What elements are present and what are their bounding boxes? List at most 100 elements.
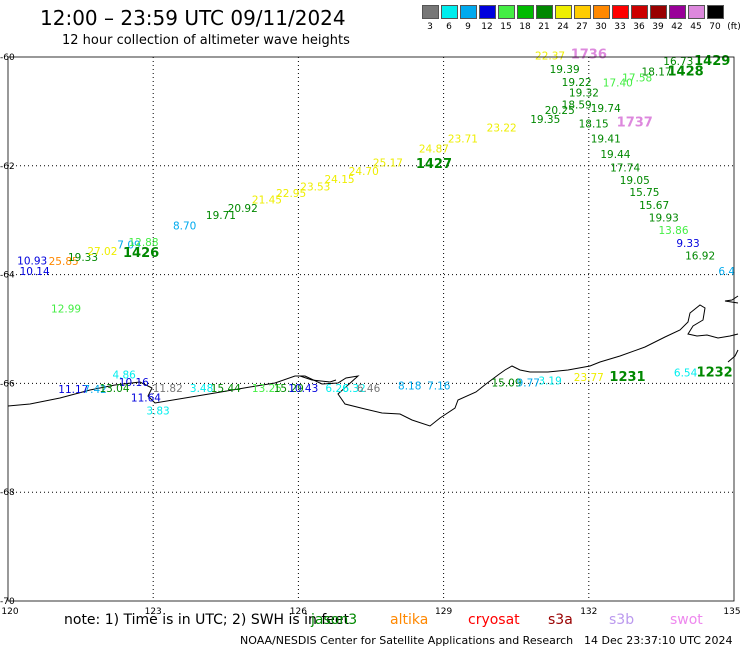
wave-height-value: 10.14 xyxy=(20,266,50,278)
pass-time-label: 1737 xyxy=(617,115,653,130)
wave-height-value: 12.88 xyxy=(128,237,158,249)
wave-height-value: 6.46 xyxy=(357,383,381,395)
wave-height-value: 27.02 xyxy=(87,246,117,258)
wave-height-value: 7.16 xyxy=(427,381,451,393)
legend-label-33: 33 xyxy=(614,22,626,32)
wave-height-value: 15.29 xyxy=(274,383,304,395)
legend-swatch-70 xyxy=(707,5,724,19)
satellite-s3a: s3a xyxy=(548,612,573,628)
legend-swatch-15 xyxy=(498,5,515,19)
lat-tick-label: -70 xyxy=(0,597,15,607)
pass-time-label: 1426 xyxy=(123,246,159,261)
legend-swatch-30 xyxy=(593,5,610,19)
wave-height-value: 19.44 xyxy=(600,149,630,161)
map-border xyxy=(7,56,735,602)
wave-height-value: 18.59 xyxy=(562,99,592,111)
wave-height-value: 19.35 xyxy=(530,114,560,126)
wave-height-value: 25.85 xyxy=(49,256,79,268)
wave-height-value: 13.04 xyxy=(99,383,129,395)
wave-height-value: 8.18 xyxy=(398,381,421,393)
wave-height-value: 10.43 xyxy=(288,383,318,395)
wave-height-value: 11.82 xyxy=(153,383,183,395)
wave-height-value: 19.41 xyxy=(591,134,621,146)
wave-height-value: 13.86 xyxy=(658,225,688,237)
legend-swatch-3 xyxy=(422,5,439,19)
satellite-altika: altika xyxy=(390,612,429,628)
legend-label-39: 39 xyxy=(652,22,664,32)
lon-tick-label: 126 xyxy=(290,607,307,617)
wave-height-value: 18.15 xyxy=(579,118,609,130)
lat-tick-label: -60 xyxy=(0,53,15,63)
wave-height-value: 23.53 xyxy=(300,181,330,193)
legend-swatch-12 xyxy=(479,5,496,19)
legend-label-9: 9 xyxy=(465,22,471,32)
wave-height-value: 22.95 xyxy=(276,188,306,200)
legend-swatch-39 xyxy=(650,5,667,19)
wave-height-value: 17.58 xyxy=(622,73,652,85)
wave-height-value: 20.25 xyxy=(545,105,575,117)
pass-time-label: 1232 xyxy=(697,366,733,381)
wave-height-value: 16.73 xyxy=(663,56,693,68)
wave-height-value: 9.33 xyxy=(676,238,699,250)
coastline-inlet xyxy=(299,375,337,383)
legend-swatch-42 xyxy=(669,5,686,19)
pass-time-label: 1736 xyxy=(571,47,607,62)
wave-height-value: 19.22 xyxy=(562,77,592,89)
legend-swatch-33 xyxy=(612,5,629,19)
satellite-s3b: s3b xyxy=(609,612,635,628)
lat-tick-label: -62 xyxy=(0,162,15,172)
legend-swatch-36 xyxy=(631,5,648,19)
antarctic-coastline xyxy=(7,304,739,427)
coastline-east-edge xyxy=(724,295,739,363)
legend-label-3: 3 xyxy=(427,22,433,32)
map-grid xyxy=(8,57,734,601)
wave-height-value: 15.67 xyxy=(639,200,669,212)
wave-height-value: 19.05 xyxy=(620,175,650,187)
legend-label-36: 36 xyxy=(633,22,645,32)
wave-height-value: 10.16 xyxy=(119,377,149,389)
wave-height-value: 15.44 xyxy=(211,383,241,395)
wave-height-value: 17.40 xyxy=(603,78,633,90)
wave-height-value: 9.77 xyxy=(517,377,540,389)
legend-label-70: 70 xyxy=(709,22,721,32)
credit-line: NOAA/NESDIS Center for Satellite Applica… xyxy=(240,634,574,647)
wave-height-value: 23.22 xyxy=(487,123,517,135)
legend-label-12: 12 xyxy=(481,22,493,32)
legend-swatch-27 xyxy=(574,5,591,19)
wave-height-value: 22.37 xyxy=(535,50,565,62)
wave-height-value: 19.32 xyxy=(569,87,599,99)
legend-label-30: 30 xyxy=(595,22,607,32)
wave-height-value: 25.17 xyxy=(373,158,403,170)
wave-height-value: 24.87 xyxy=(419,143,449,155)
lat-tick-label: -66 xyxy=(0,379,15,389)
wave-height-value: 19.93 xyxy=(649,212,679,224)
legend-label-18: 18 xyxy=(519,22,531,32)
wave-height-value: 6.4 xyxy=(718,266,735,278)
wave-height-value: 13.25 xyxy=(252,383,282,395)
wave-height-value: 11.17 xyxy=(58,384,88,396)
legend-label-6: 6 xyxy=(446,22,452,32)
legend-label-45: 45 xyxy=(690,22,702,32)
legend-label-27: 27 xyxy=(576,22,588,32)
legend-swatch-9 xyxy=(460,5,477,19)
legend-label-42: 42 xyxy=(671,22,683,32)
lon-tick-label: 120 xyxy=(1,607,18,617)
wave-height-value: 6.54 xyxy=(674,368,698,380)
satellite-jason3: jason3 xyxy=(311,612,358,628)
lon-tick-label: 123 xyxy=(145,607,162,617)
lat-tick-label: -64 xyxy=(0,271,15,281)
wave-height-value: 6.32 xyxy=(342,383,365,395)
legend-label-24: 24 xyxy=(557,22,569,32)
pass-time-label: 1231 xyxy=(609,370,645,385)
lon-tick-label: 129 xyxy=(435,607,452,617)
page-subtitle: 12 hour collection of altimeter wave hei… xyxy=(62,33,350,48)
wave-height-value: 8.70 xyxy=(173,221,196,233)
satellite-cryosat: cryosat xyxy=(468,612,520,628)
wave-height-value: 15.75 xyxy=(629,187,659,199)
wave-height-value: 3.48 xyxy=(190,383,213,395)
wave-height-value: 4.86 xyxy=(112,370,136,382)
wave-height-value: 19.33 xyxy=(68,252,98,264)
lat-tick-label: -68 xyxy=(0,488,15,498)
